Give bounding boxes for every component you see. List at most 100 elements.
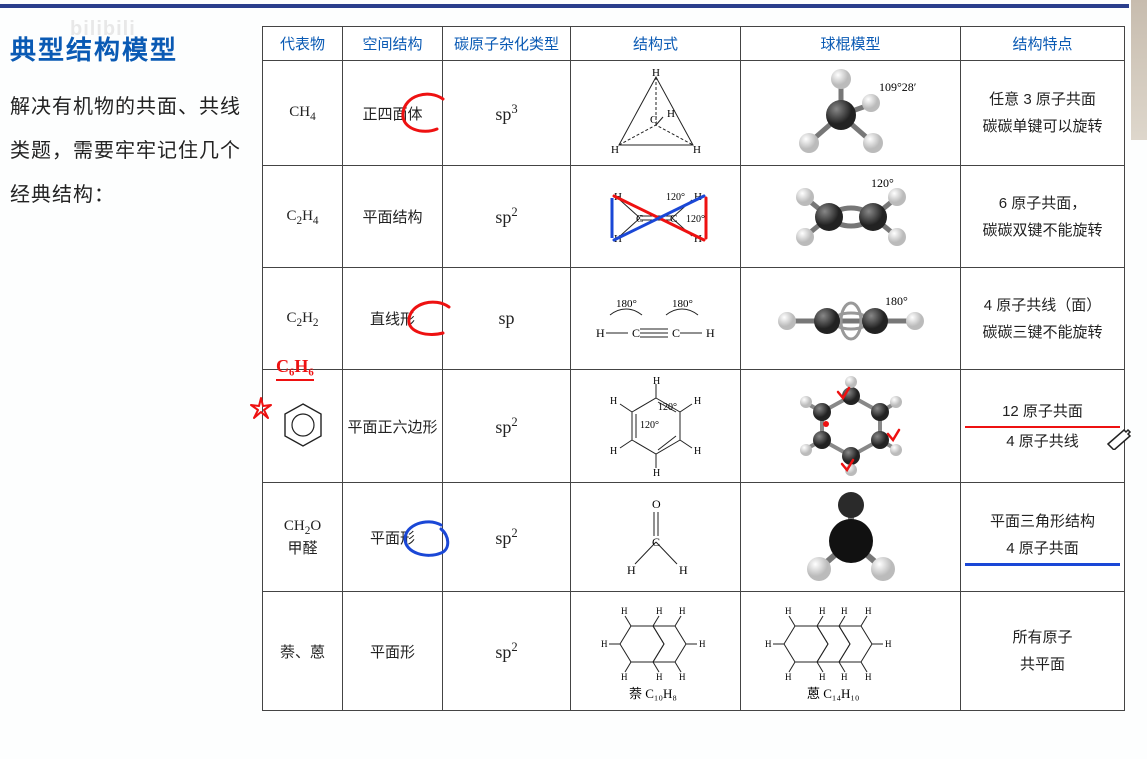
svg-text:O: O bbox=[652, 497, 661, 511]
svg-text:H: H bbox=[656, 606, 663, 616]
svg-text:H: H bbox=[652, 67, 660, 79]
cell-feat: 平面三角形结构 4 原子共面 bbox=[961, 483, 1125, 592]
svg-text:180°: 180° bbox=[885, 294, 908, 308]
hyb-sp2: sp2 bbox=[495, 528, 517, 548]
cell-hyb: sp3 bbox=[443, 61, 571, 166]
svg-text:H: H bbox=[653, 376, 660, 387]
svg-text:H: H bbox=[819, 606, 826, 616]
svg-text:H: H bbox=[785, 672, 792, 682]
red-circle-annot-icon bbox=[391, 85, 461, 139]
formula-ch2o: CH2O甲醛 bbox=[284, 518, 321, 557]
th-hyb: 碳原子杂化类型 bbox=[443, 27, 571, 61]
svg-text:C: C bbox=[672, 326, 680, 340]
right-edge-strip bbox=[1131, 0, 1147, 140]
cell-struct: 180° 180° H C C H bbox=[571, 268, 741, 370]
svg-text:H: H bbox=[679, 563, 688, 577]
svg-text:H: H bbox=[656, 672, 663, 682]
table-row: CH4 正四面体 sp3 H H H C H bbox=[263, 61, 1125, 166]
svg-text:120°: 120° bbox=[686, 214, 705, 225]
cell-struct: HH HH HH 120°120° bbox=[571, 370, 741, 483]
cell-rep: 萘、蒽 bbox=[263, 592, 343, 711]
anthracene-icon: HHHH HHHH HH 蒽 C₁₄H₁₀ bbox=[751, 596, 951, 706]
svg-text:H: H bbox=[610, 396, 617, 407]
formula-c2h2: C2H2 bbox=[286, 310, 318, 326]
cell-hyb: sp2 bbox=[443, 166, 571, 268]
svg-text:H: H bbox=[785, 606, 792, 616]
feat-line: 碳碳单键可以旋转 bbox=[965, 113, 1120, 140]
tetra-struct-icon: H H H C H bbox=[601, 67, 711, 159]
formula-c2h4: C2H4 bbox=[286, 208, 318, 224]
benzene-ball-icon bbox=[776, 374, 926, 478]
svg-text:120°: 120° bbox=[640, 420, 659, 431]
svg-text:H: H bbox=[694, 446, 701, 457]
c2h2-ball-icon: 180° bbox=[761, 291, 941, 347]
svg-text:C: C bbox=[636, 213, 643, 225]
table-row: 萘、蒽 平面形 sp2 HHH HHH HH 萘 C₁₀H₈ bbox=[263, 592, 1125, 711]
hyb-sp: sp bbox=[498, 308, 514, 328]
cursor-arrow-icon bbox=[1104, 426, 1134, 450]
formula-ch4: CH4 bbox=[289, 104, 315, 120]
structure-table-wrap: 代表物 空间结构 碳原子杂化类型 结构式 球棍模型 结构特点 CH4 正四面体 … bbox=[262, 26, 1124, 711]
svg-text:H: H bbox=[596, 326, 605, 340]
svg-text:H: H bbox=[841, 672, 848, 682]
cell-rep: C2H4 bbox=[263, 166, 343, 268]
feat-line: 4 原子共线（面） bbox=[965, 292, 1120, 319]
cell-ball: 109°28′ bbox=[741, 61, 961, 166]
svg-text:H: H bbox=[621, 606, 628, 616]
hyb-sp2: sp2 bbox=[495, 642, 517, 662]
feat-line: 4 原子共面 bbox=[965, 535, 1120, 566]
feat-line: 任意 3 原子共面 bbox=[965, 86, 1120, 113]
benzene-ring-icon bbox=[273, 396, 333, 456]
svg-text:H: H bbox=[611, 144, 619, 156]
table-row: CH2O甲醛 平面形 sp2 O C H H bbox=[263, 483, 1125, 592]
th-ball: 球棍模型 bbox=[741, 27, 961, 61]
svg-text:H: H bbox=[693, 144, 701, 156]
svg-text:H: H bbox=[679, 606, 686, 616]
cell-space: 平面正六边形 bbox=[343, 370, 443, 483]
page-title: 典型结构模型 bbox=[10, 30, 250, 67]
svg-text:H: H bbox=[885, 639, 892, 649]
feat-line: 共平面 bbox=[965, 651, 1120, 678]
cell-feat: 4 原子共线（面） 碳碳三键不能旋转 bbox=[961, 268, 1125, 370]
feat-line: 平面三角形结构 bbox=[965, 508, 1120, 535]
ethene-struct-icon: HH HH CC 120° 120° bbox=[576, 178, 736, 256]
table-header-row: 代表物 空间结构 碳原子杂化类型 结构式 球棍模型 结构特点 bbox=[263, 27, 1125, 61]
svg-text:H: H bbox=[653, 468, 660, 478]
structure-table: 代表物 空间结构 碳原子杂化类型 结构式 球棍模型 结构特点 CH4 正四面体 … bbox=[262, 26, 1125, 711]
svg-text:C: C bbox=[650, 114, 657, 126]
cell-rep bbox=[263, 370, 343, 483]
svg-text:H: H bbox=[865, 606, 872, 616]
feat-line: 6 原子共面， bbox=[965, 190, 1120, 217]
cell-struct: HHH HHH HH 萘 C₁₀H₈ bbox=[571, 592, 741, 711]
blue-circle-annot-icon bbox=[397, 515, 457, 561]
svg-text:萘 C₁₀H₈: 萘 C₁₀H₈ bbox=[629, 686, 677, 701]
svg-text:109°28′: 109°28′ bbox=[879, 80, 917, 94]
svg-text:H: H bbox=[841, 606, 848, 616]
svg-text:180°: 180° bbox=[616, 298, 637, 310]
hyb-sp2: sp2 bbox=[495, 207, 517, 227]
svg-text:C: C bbox=[652, 535, 660, 549]
cell-ball bbox=[741, 370, 961, 483]
cell-rep: C2H2 bbox=[263, 268, 343, 370]
svg-text:H: H bbox=[679, 672, 686, 682]
th-struct: 结构式 bbox=[571, 27, 741, 61]
svg-text:H: H bbox=[627, 563, 636, 577]
ethyne-struct-icon: 180° 180° H C C H bbox=[576, 287, 736, 351]
svg-text:H: H bbox=[601, 639, 608, 649]
hcho-ball-icon bbox=[791, 487, 911, 587]
th-rep: 代表物 bbox=[263, 27, 343, 61]
th-feat: 结构特点 bbox=[961, 27, 1125, 61]
hyb-sp2: sp2 bbox=[495, 417, 517, 437]
cell-hyb: sp2 bbox=[443, 370, 571, 483]
intro-text: 解决有机物的共面、共线类题，需要牢牢记住几个经典结构： bbox=[10, 85, 250, 217]
table-row: C2H4 平面结构 sp2 HH HH CC 120° 120° bbox=[263, 166, 1125, 268]
cell-ball: 180° bbox=[741, 268, 961, 370]
svg-text:120°: 120° bbox=[666, 192, 685, 203]
cell-ball: 120° bbox=[741, 166, 961, 268]
cell-space: 平面结构 bbox=[343, 166, 443, 268]
svg-text:180°: 180° bbox=[672, 298, 693, 310]
svg-text:H: H bbox=[865, 672, 872, 682]
hyb-sp3: sp3 bbox=[495, 104, 517, 124]
feat-line: 碳碳双键不能旋转 bbox=[965, 217, 1120, 244]
top-rule bbox=[0, 4, 1129, 8]
